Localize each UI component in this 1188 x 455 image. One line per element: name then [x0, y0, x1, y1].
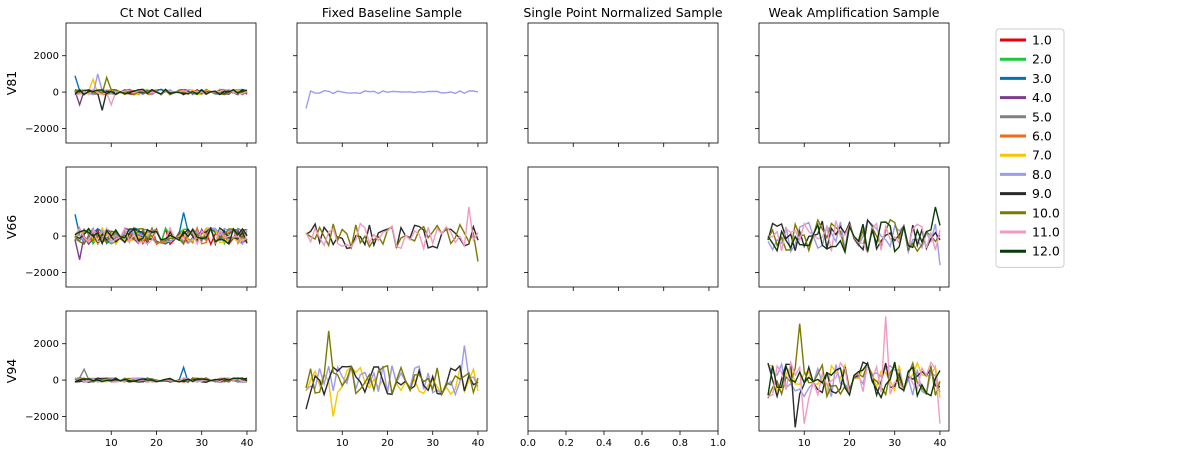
- y-tick-label: 0: [53, 376, 59, 387]
- series-line-10-0: [305, 330, 479, 397]
- axes-frame: [65, 310, 257, 432]
- x-tick-label: 0.6: [634, 438, 650, 449]
- legend-label: 7.0: [1032, 148, 1052, 163]
- x-tick-label: 40: [934, 438, 947, 449]
- legend-label: 11.0: [1032, 225, 1060, 240]
- panel-v81-fixed-baseline-sample: Fixed Baseline Sample: [293, 5, 488, 147]
- axes-frame: [758, 22, 950, 144]
- x-tick-label: 0.4: [596, 438, 612, 449]
- series-line-11-0: [305, 206, 479, 252]
- column-title: Weak Amplification Sample: [769, 5, 940, 20]
- x-tick-label: 40: [241, 438, 254, 449]
- axes-frame: [527, 166, 719, 288]
- column-title: Fixed Baseline Sample: [322, 5, 463, 20]
- x-tick-label: 20: [150, 438, 163, 449]
- legend-label: 10.0: [1032, 205, 1060, 220]
- series-line-12-0: [74, 377, 248, 383]
- panel-v94-ct-not-called: V94 −2000 0 2000 10 20 30 40: [4, 310, 257, 449]
- column-title: Ct Not Called: [120, 5, 202, 20]
- legend-label: 8.0: [1032, 167, 1052, 182]
- series-line-12-0: [767, 206, 941, 255]
- x-tick-label: 0.2: [558, 438, 574, 449]
- row-label: V66: [4, 215, 19, 240]
- y-tick-label: 2000: [34, 195, 59, 206]
- axes-frame: [65, 166, 257, 288]
- axes-frame: [296, 310, 488, 432]
- legend: 1.0 2.0 3.0 4.0 5.0 6.0 7.0 8.0 9.0 10.0 11.0 12.0: [995, 28, 1065, 268]
- legend-label: 3.0: [1032, 71, 1052, 86]
- panel-v94-single-point-normalized-sample: 0.0 0.2 0.4 0.6 0.8 1.0: [520, 310, 726, 449]
- panel-v66-weak-amplification-sample: [755, 166, 950, 291]
- x-tick-label: 30: [888, 438, 901, 449]
- y-tick-label: −2000: [25, 268, 59, 279]
- x-tick-label: 0.8: [672, 438, 688, 449]
- panel-v94-weak-amplification-sample: 10 20 30 40: [755, 310, 950, 449]
- legend-label: 12.0: [1032, 244, 1060, 259]
- x-tick-label: 1.0: [710, 438, 726, 449]
- x-tick-label: 10: [336, 438, 349, 449]
- series-line-9-0: [305, 364, 479, 410]
- x-tick-label: 40: [472, 438, 485, 449]
- legend-label: 1.0: [1032, 33, 1052, 48]
- axes-frame: [758, 310, 950, 432]
- x-tick-label: 10: [798, 438, 811, 449]
- series-line-8-0: [305, 89, 479, 109]
- legend-label: 9.0: [1032, 186, 1052, 201]
- row-label: V94: [4, 359, 19, 384]
- series-line-8-0: [305, 345, 479, 397]
- y-tick-label: 2000: [34, 51, 59, 62]
- series-line-12-0: [767, 361, 941, 400]
- axes-frame: [527, 22, 719, 144]
- y-tick-label: −2000: [25, 412, 59, 423]
- x-tick-label: 30: [195, 438, 208, 449]
- y-tick-label: 2000: [34, 339, 59, 350]
- legend-box: [995, 28, 1065, 268]
- x-tick-label: 10: [105, 438, 118, 449]
- row-label: V81: [4, 71, 19, 95]
- axes-frame: [527, 310, 719, 432]
- panel-v94-fixed-baseline-sample: 10 20 30 40: [293, 310, 488, 449]
- y-tick-label: −2000: [25, 124, 59, 135]
- axes-frame: [758, 166, 950, 288]
- axes-frame: [296, 166, 488, 288]
- panel-v66-fixed-baseline-sample: [293, 166, 488, 291]
- x-tick-label: 20: [381, 438, 394, 449]
- panel-v66-ct-not-called: V66 −2000 0 2000: [4, 166, 257, 291]
- series-line-12-0: [74, 88, 248, 96]
- y-tick-label: 0: [53, 88, 59, 99]
- x-tick-label: 20: [843, 438, 856, 449]
- legend-label: 6.0: [1032, 129, 1052, 144]
- axes-frame: [65, 22, 257, 144]
- panel-v81-ct-not-called: Ct Not Called V81 −2000 0 2000: [4, 5, 257, 147]
- x-tick-label: 30: [426, 438, 439, 449]
- panel-v81-weak-amplification-sample: Weak Amplification Sample: [755, 5, 950, 147]
- x-tick-label: 0.0: [520, 438, 536, 449]
- legend-label: 5.0: [1032, 109, 1052, 124]
- y-tick-label: 0: [53, 232, 59, 243]
- axes-frame: [296, 22, 488, 144]
- panel-v81-single-point-normalized-sample: Single Point Normalized Sample: [523, 5, 723, 147]
- legend-label: 4.0: [1032, 90, 1052, 105]
- series-line-12-0: [74, 226, 248, 246]
- panel-v66-single-point-normalized-sample: [524, 166, 719, 291]
- column-title: Single Point Normalized Sample: [523, 5, 722, 20]
- legend-label: 2.0: [1032, 52, 1052, 67]
